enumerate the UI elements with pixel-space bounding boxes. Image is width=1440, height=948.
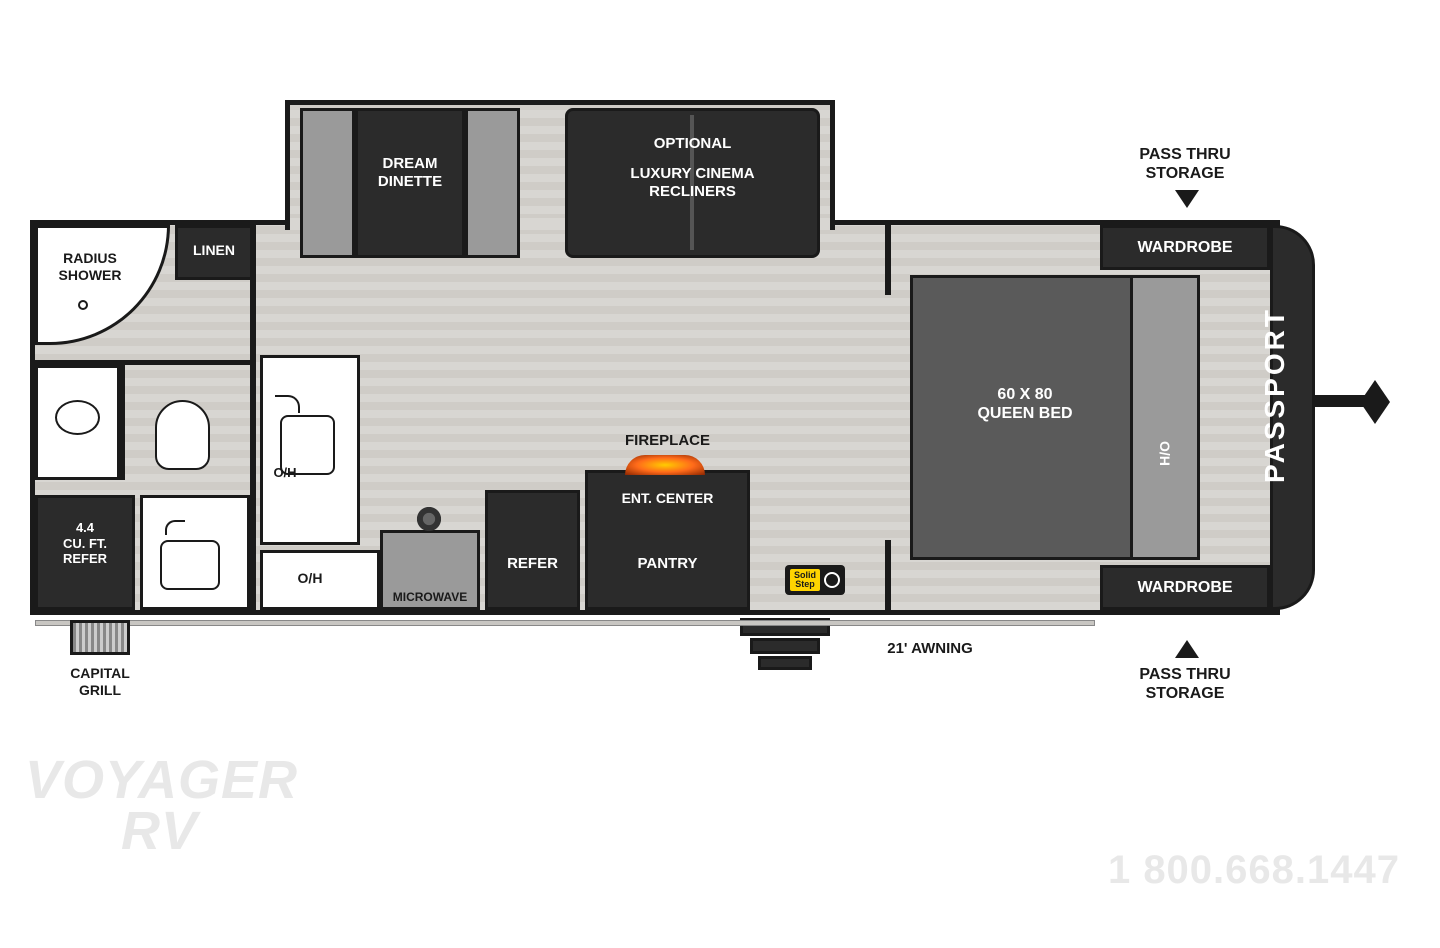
ho-label: H/O	[1157, 418, 1174, 488]
sink-icon	[55, 400, 100, 435]
pass-thru-top-label: PASS THRU STORAGE	[1120, 145, 1250, 183]
fireplace-label: FIREPLACE	[585, 432, 750, 450]
refer-label: REFER	[485, 555, 580, 573]
hitch-ball	[1360, 380, 1390, 402]
ent-center-label: ENT. CENTER	[585, 490, 750, 507]
entry-step-3	[758, 656, 812, 670]
solid-step-circle-icon	[824, 572, 840, 588]
shower-drain-icon	[78, 300, 88, 310]
solid-step-inner: Solid Step	[790, 569, 820, 591]
stove-burner-icon	[415, 505, 443, 533]
dinette-label: DREAM DINETTE	[355, 155, 465, 191]
watermark-phone: 1 800.668.1447	[1108, 848, 1400, 893]
brand-label: PASSPORT	[1258, 295, 1292, 495]
linen-label: LINEN	[175, 242, 253, 259]
bath-door-dotted	[250, 310, 254, 490]
outdoor-sink-basin	[160, 540, 220, 590]
arrow-up-icon	[1175, 640, 1199, 658]
faucet-icon	[165, 520, 185, 535]
watermark-brand: VOYAGER RV	[25, 755, 298, 858]
recliners-label: LUXURY CINEMA RECLINERS	[565, 165, 820, 201]
bedroom-wall-top	[885, 225, 891, 295]
small-refer-label: 4.4 CU. FT. REFER	[35, 520, 135, 567]
oh1-label: O/H	[260, 465, 310, 481]
entry-step-2	[750, 638, 820, 654]
awning-label: 21' AWNING	[870, 640, 990, 658]
fireplace-icon	[625, 455, 705, 475]
toilet-icon	[155, 400, 210, 470]
wardrobe-top-label: WARDROBE	[1100, 238, 1270, 257]
dinette-bench-left	[300, 108, 355, 258]
bedroom-wall-bottom	[885, 540, 891, 610]
microwave-label: MICROWAVE	[380, 590, 480, 604]
oh2-label: O/H	[280, 570, 340, 587]
arrow-down-icon	[1175, 190, 1199, 208]
wardrobe-bottom-label: WARDROBE	[1100, 578, 1270, 597]
capital-grill	[70, 620, 130, 655]
radius-shower-label: RADIUS SHOWER	[40, 250, 140, 284]
pantry-label: PANTRY	[585, 555, 750, 573]
dinette-bench-right	[465, 108, 520, 258]
solid-step-badge: Solid Step	[785, 565, 845, 595]
pass-thru-bottom-label: PASS THRU STORAGE	[1120, 665, 1250, 703]
kitchen-faucet-icon	[275, 395, 300, 413]
queen-bed-label: 60 X 80 QUEEN BED	[930, 385, 1120, 423]
hitch-ball2	[1360, 402, 1390, 424]
optional-label: OPTIONAL	[565, 135, 820, 153]
bath-divider2	[120, 360, 125, 480]
capital-grill-label: CAPITAL GRILL	[55, 665, 145, 699]
awning-bar	[35, 620, 1095, 626]
refer	[485, 490, 580, 610]
